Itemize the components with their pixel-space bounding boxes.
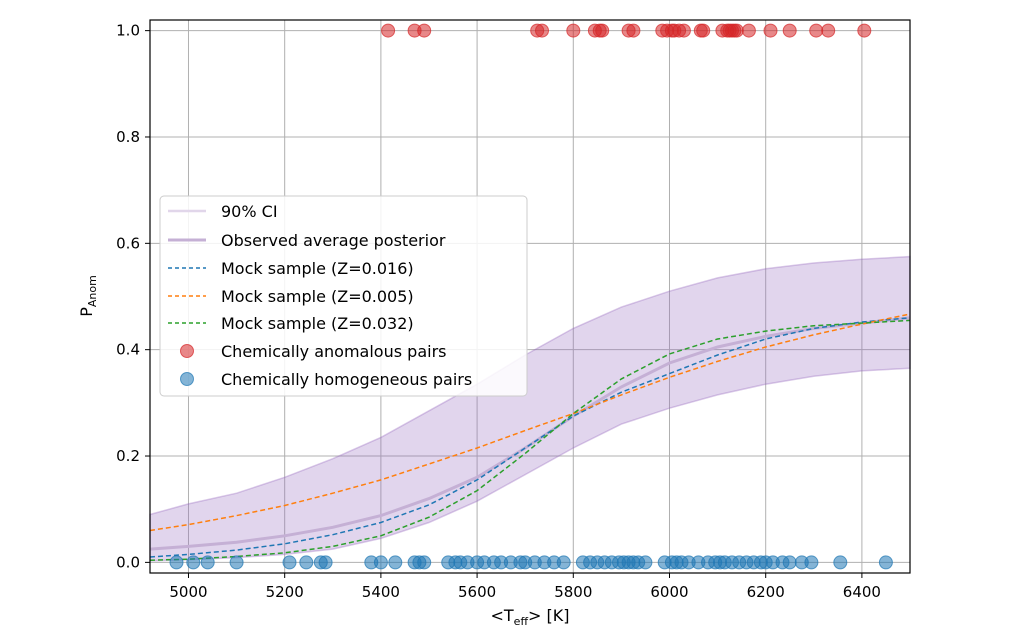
- y-tick-label: 0.4: [116, 341, 140, 359]
- homogeneous-point: [417, 555, 432, 570]
- anomalous-point: [857, 23, 872, 38]
- anomalous-point: [696, 23, 711, 38]
- homogeneous-point: [878, 555, 893, 570]
- series-lines: [149, 313, 911, 561]
- anomalous-point: [626, 23, 641, 38]
- mock-sample-line: [149, 319, 911, 561]
- anomalous-point: [535, 23, 549, 38]
- legend-mock-z032-label: Mock sample (Z=0.032): [221, 314, 414, 333]
- x-axis-label: <Teff> [K]: [490, 606, 569, 628]
- x-tick-label: 5800: [554, 583, 592, 601]
- y-tick-label: 0.8: [116, 128, 140, 146]
- x-tick-label: 5000: [169, 583, 207, 601]
- anomalous-point: [809, 23, 824, 38]
- homogeneous-point: [782, 555, 797, 570]
- x-tick-label: 6000: [650, 583, 688, 601]
- x-tick-label: 6400: [843, 583, 881, 601]
- homogeneous-point: [282, 555, 297, 570]
- x-tick-label: 5600: [458, 583, 496, 601]
- legend-observed-label: Observed average posterior: [221, 231, 446, 250]
- y-axis-label: PAnom: [77, 275, 99, 317]
- y-tick-label: 0.6: [116, 234, 140, 252]
- legend-mock-z005-label: Mock sample (Z=0.005): [221, 287, 414, 306]
- x-axis-ticks: 5000 5200 5400 5600 5800 6000 6200 6400: [169, 573, 881, 601]
- legend-anomalous-marker: [180, 344, 194, 358]
- y-axis-ticks: 0.0 0.2 0.4 0.6 0.8 1.0: [116, 22, 150, 571]
- homogeneous-point: [186, 555, 201, 570]
- plot-frame: [149, 19, 911, 574]
- legend-ci-label: 90% CI: [221, 202, 278, 221]
- x-tick-label: 6200: [747, 583, 785, 601]
- observed-average-line: [149, 316, 911, 551]
- homogeneous-point: [556, 555, 571, 570]
- homogeneous-point: [318, 555, 333, 570]
- x-tick-label: 5400: [362, 583, 400, 601]
- legend-homogeneous-marker: [180, 372, 194, 386]
- y-tick-label: 0.0: [116, 553, 140, 571]
- homogeneous-point: [388, 555, 403, 570]
- homogeneous-point: [373, 555, 388, 570]
- y-tick-label: 1.0: [116, 22, 140, 40]
- legend: 90% CI Observed average posterior Mock s…: [159, 195, 528, 397]
- anomalous-point: [763, 23, 778, 38]
- homogeneous-point: [833, 555, 848, 570]
- anomalous-point: [381, 23, 396, 38]
- anomalous-point: [729, 23, 744, 38]
- homogeneous-point: [229, 555, 244, 570]
- homogeneous-point: [169, 555, 184, 570]
- anomalous-point: [566, 23, 581, 38]
- scatter-points: [169, 23, 893, 570]
- anomalous-point: [821, 23, 836, 38]
- homogeneous-point: [804, 555, 819, 570]
- anomalous-point: [741, 23, 756, 38]
- mock-sample-line: [149, 313, 911, 532]
- homogeneous-point: [638, 555, 653, 570]
- anomalous-point: [595, 23, 610, 38]
- legend-mock-z016-label: Mock sample (Z=0.016): [221, 259, 414, 278]
- legend-box: [159, 195, 528, 397]
- x-tick-label: 5200: [266, 583, 304, 601]
- homogeneous-point: [200, 555, 215, 570]
- y-tick-label: 0.2: [116, 447, 140, 465]
- anomalous-point: [676, 23, 691, 38]
- homogeneous-point: [299, 555, 314, 570]
- legend-anomalous-label: Chemically anomalous pairs: [221, 342, 446, 361]
- anomalous-point: [782, 23, 797, 38]
- anomalous-point: [417, 23, 432, 38]
- legend-homogeneous-label: Chemically homogeneous pairs: [221, 370, 472, 389]
